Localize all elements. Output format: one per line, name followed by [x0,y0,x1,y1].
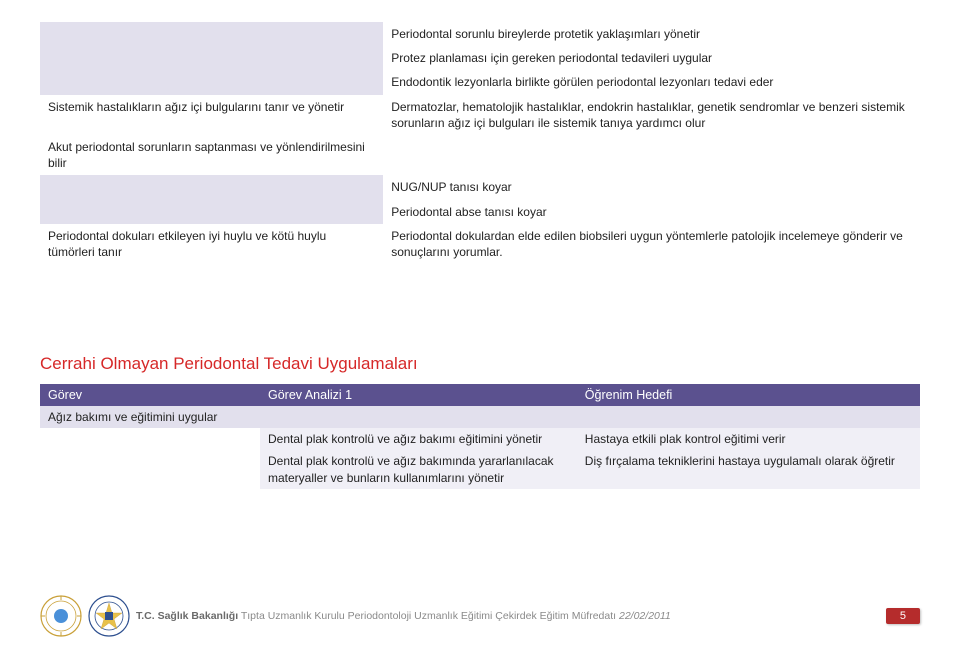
gorev-cell [40,450,260,488]
gorev-cell [40,428,260,450]
competency-right: NUG/NUP tanısı koyar [383,175,920,199]
gorev-cell: Diş fırçalama tekniklerini hastaya uygul… [577,450,920,488]
competency-right: Periodontal dokulardan elde edilen biobs… [383,224,920,264]
gorev-cell: Dental plak kontrolü ve ağız bakımı eğit… [260,428,577,450]
competency-right: Periodontal abse tanısı koyar [383,200,920,224]
gorev-col-3: Öğrenim Hedefi [577,384,920,406]
competency-right: Protez planlaması için gereken periodont… [383,46,920,70]
table-row: Sistemik hastalıkların ağız içi bulgular… [40,95,920,135]
footer-prefix: T.C. Sağlık Bakanlığı [136,610,238,622]
footer-rest: Tıpta Uzmanlık Kurulu Periodontoloji Uzm… [238,610,619,622]
table-row: NUG/NUP tanısı koyar [40,175,920,199]
competency-table: Periodontal sorunlu bireylerde protetik … [40,22,920,264]
competency-left [40,200,383,224]
gorev-cell: Hastaya etkili plak kontrol eğitimi veri… [577,428,920,450]
table-row: Akut periodontal sorunların saptanması v… [40,135,920,175]
tuk-seal-icon [88,595,130,637]
competency-left [40,22,383,46]
footer: T.C. Sağlık Bakanlığı Tıpta Uzmanlık Kur… [0,595,960,637]
page-number-badge: 5 [886,608,920,624]
competency-left [40,70,383,94]
gorev-col-1: Görev [40,384,260,406]
table-row: Dental plak kontrolü ve ağız bakımında y… [40,450,920,488]
section-heading: Cerrahi Olmayan Periodontal Tedavi Uygul… [40,354,920,374]
table-row: Endodontik lezyonlarla birlikte görülen … [40,70,920,94]
gorev-header: Görev Görev Analizi 1 Öğrenim Hedefi [40,384,920,406]
footer-left: T.C. Sağlık Bakanlığı Tıpta Uzmanlık Kur… [40,595,671,637]
table-row: Ağız bakımı ve eğitimini uygular [40,406,920,428]
gorev-col-2: Görev Analizi 1 [260,384,577,406]
competency-left [40,46,383,70]
competency-right [383,135,920,175]
competency-right: Periodontal sorunlu bireylerde protetik … [383,22,920,46]
gorev-cell: Dental plak kontrolü ve ağız bakımında y… [260,450,577,488]
table-row: Dental plak kontrolü ve ağız bakımı eğit… [40,428,920,450]
competency-left: Akut periodontal sorunların saptanması v… [40,135,383,175]
competency-left [40,175,383,199]
gorev-cell [260,406,577,428]
footer-text: T.C. Sağlık Bakanlığı Tıpta Uzmanlık Kur… [136,610,671,622]
competency-right: Endodontik lezyonlarla birlikte görülen … [383,70,920,94]
gorev-cell: Ağız bakımı ve eğitimini uygular [40,406,260,428]
table-row: Periodontal sorunlu bireylerde protetik … [40,22,920,46]
ministry-seal-icon [40,595,82,637]
table-row: Periodontal abse tanısı koyar [40,200,920,224]
competency-left: Sistemik hastalıkların ağız içi bulgular… [40,95,383,135]
table-row: Protez planlaması için gereken periodont… [40,46,920,70]
competency-right: Dermatozlar, hematolojik hastalıklar, en… [383,95,920,135]
competency-left: Periodontal dokuları etkileyen iyi huylu… [40,224,383,264]
gorev-table: Ağız bakımı ve eğitimini uygular Dental … [40,406,920,489]
table-row: Periodontal dokuları etkileyen iyi huylu… [40,224,920,264]
gorev-cell [577,406,920,428]
footer-date: 22/02/2011 [619,610,671,622]
